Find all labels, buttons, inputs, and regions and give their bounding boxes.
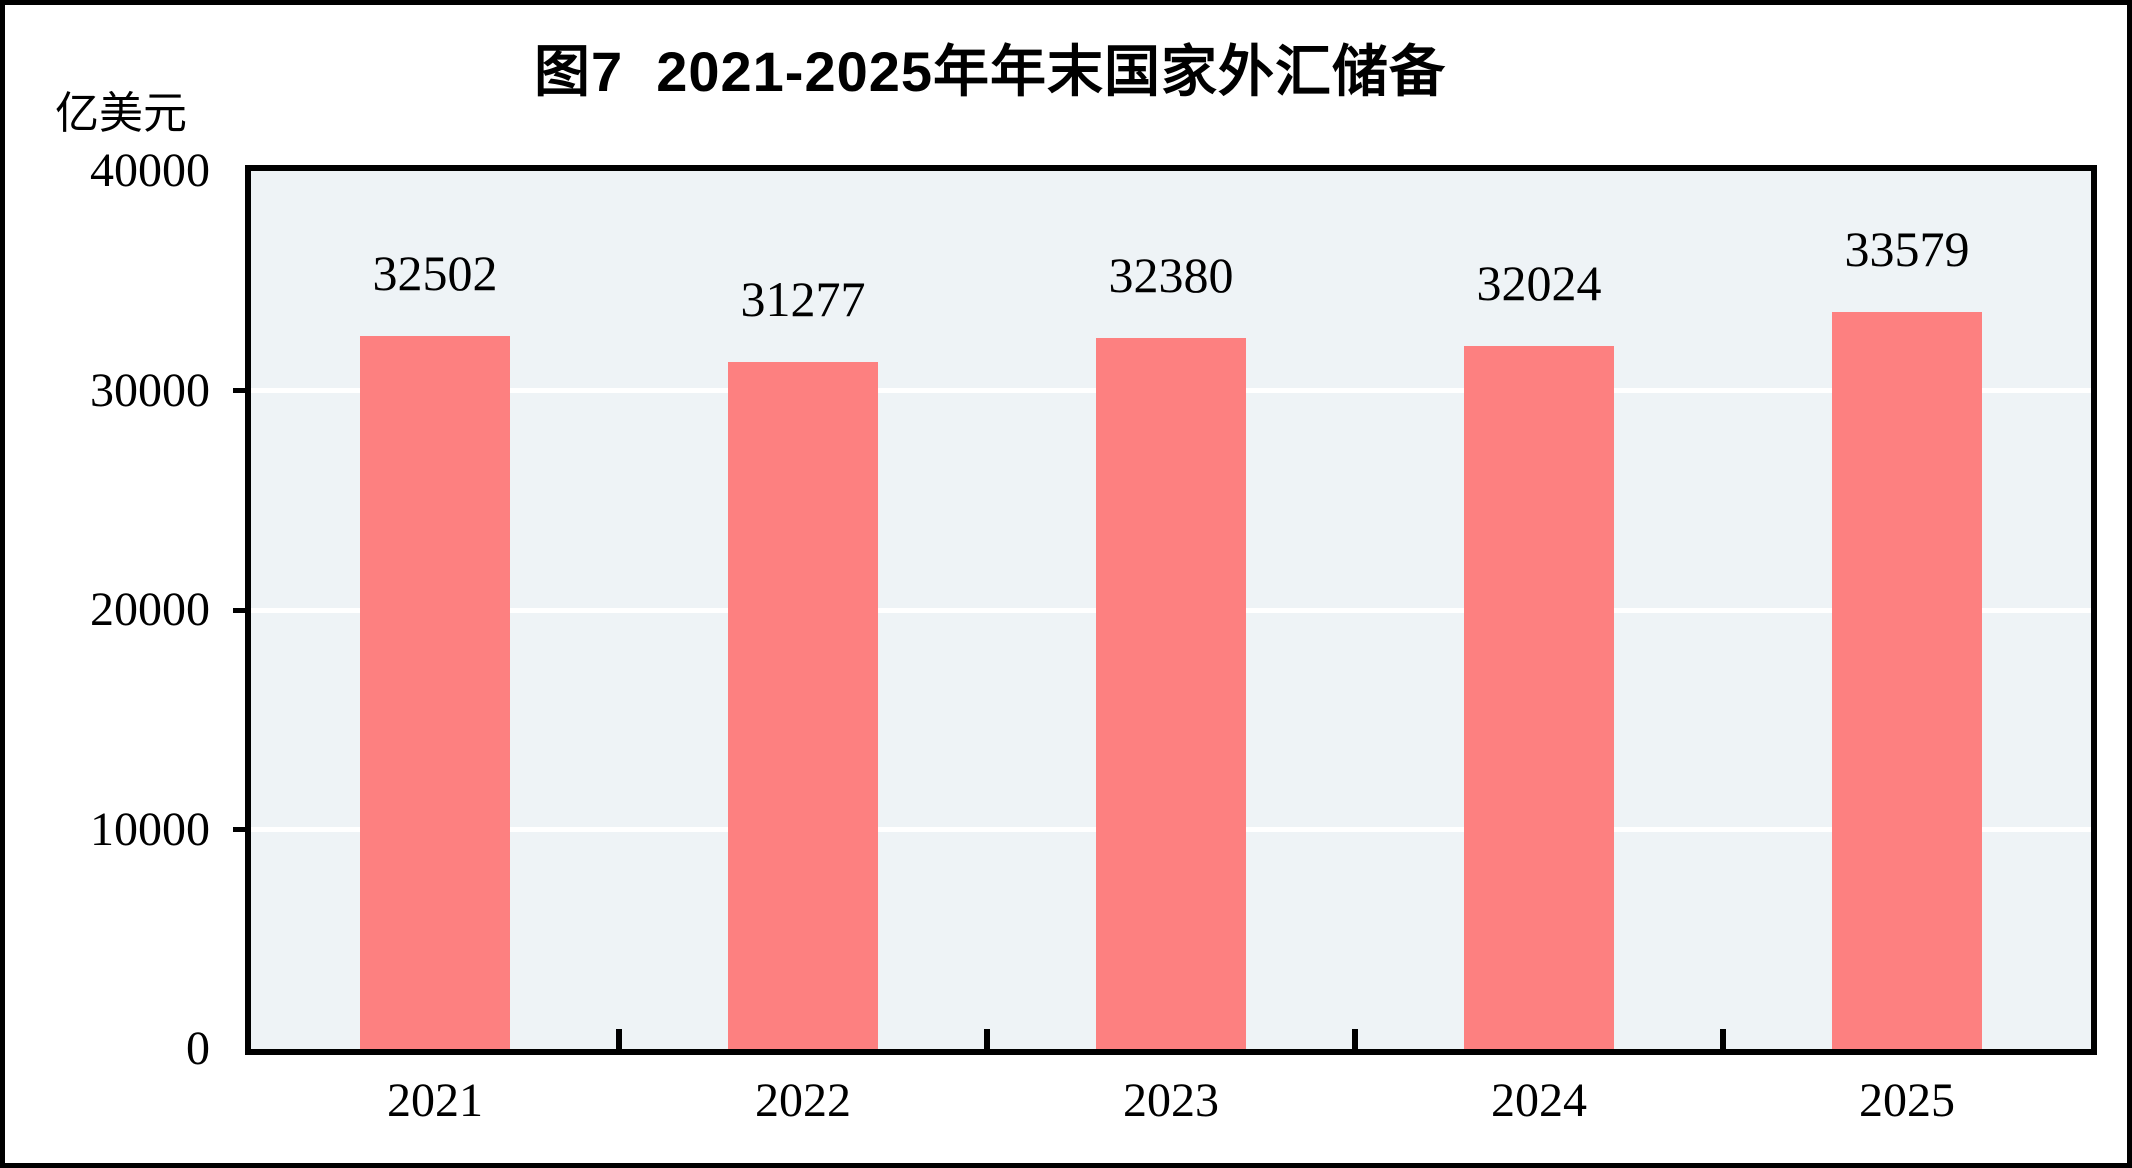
bar-value-label-2021: 32502 xyxy=(372,244,498,301)
bar-value-label-2024: 32024 xyxy=(1476,255,1602,312)
bar-value-label-2023: 32380 xyxy=(1108,247,1234,304)
y-tick-mark-20000 xyxy=(233,607,251,613)
y-tick-label-0: 0 xyxy=(186,1022,210,1075)
bar-column-2022: 31277 xyxy=(619,171,987,1049)
x-category-label-2021: 2021 xyxy=(387,1074,483,1127)
bar-value-label-2025: 33579 xyxy=(1844,220,1970,277)
x-axis-tick xyxy=(984,1029,990,1049)
x-category-label-2025: 2025 xyxy=(1859,1074,1955,1127)
y-tick-label-10000: 10000 xyxy=(90,802,210,856)
y-tick-label-20000: 20000 xyxy=(90,583,210,636)
y-tick-mark-30000 xyxy=(233,388,251,393)
y-tick-mark-10000 xyxy=(233,827,251,832)
bar-2022 xyxy=(728,362,878,1049)
plot-area: 32502 31277 32380 32024 33579 xyxy=(245,165,2097,1055)
bar-2023 xyxy=(1096,338,1246,1049)
bar-column-2024: 32024 xyxy=(1355,171,1723,1049)
bar-column-2025: 33579 xyxy=(1723,171,2091,1049)
bar-2021 xyxy=(360,335,510,1049)
y-tick-label-30000: 30000 xyxy=(90,363,210,417)
bar-column-2021: 32502 xyxy=(251,171,619,1049)
x-axis-tick xyxy=(1720,1029,1726,1049)
x-axis-tick xyxy=(616,1029,622,1049)
bar-value-label-2022: 31277 xyxy=(740,271,866,328)
bar-2024 xyxy=(1464,346,1614,1049)
x-category-label-2023: 2023 xyxy=(1123,1074,1219,1127)
y-tick-label-40000: 40000 xyxy=(90,144,210,197)
x-axis-tick xyxy=(1352,1029,1358,1049)
x-category-label-2022: 2022 xyxy=(755,1074,851,1127)
chart-title: 图7 2021-2025年年末国家外汇储备 xyxy=(533,40,1447,103)
bar-column-2023: 32380 xyxy=(987,171,1355,1049)
x-category-label-2024: 2024 xyxy=(1491,1074,1587,1127)
bar-2025 xyxy=(1832,311,1982,1049)
y-axis-unit-label: 亿美元 xyxy=(55,89,187,138)
